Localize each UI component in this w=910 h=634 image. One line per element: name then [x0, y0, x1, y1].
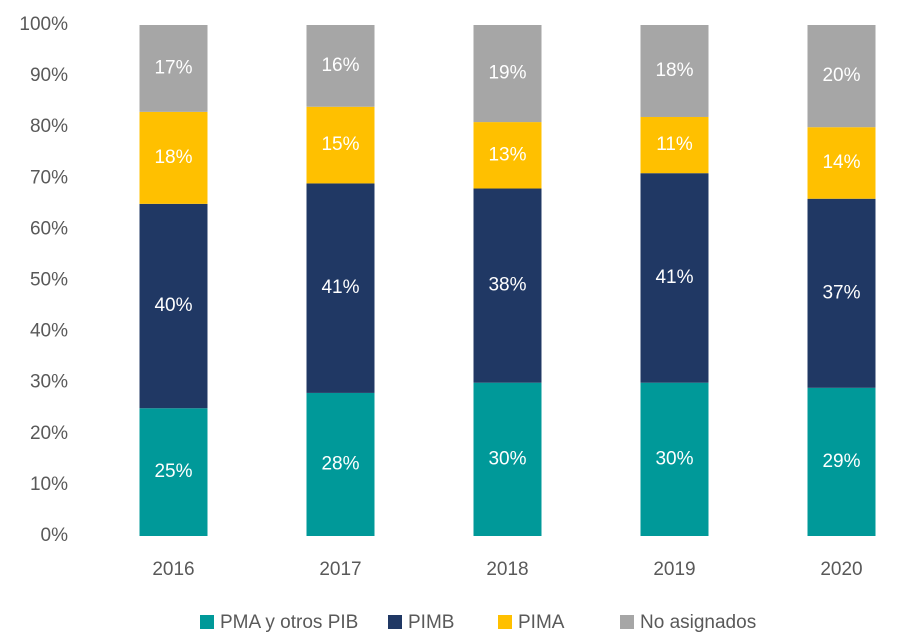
data-label: 38% — [488, 275, 526, 296]
data-label: 29% — [822, 451, 860, 472]
y-tick-label: 50% — [30, 270, 68, 291]
bar-segment — [139, 111, 208, 204]
data-label: 15% — [321, 134, 359, 155]
bar-segment — [473, 25, 542, 123]
bar-segment — [640, 116, 709, 174]
data-label: 16% — [321, 55, 359, 76]
data-label: 11% — [656, 134, 693, 155]
data-label: 30% — [655, 448, 693, 469]
y-tick-label: 70% — [30, 167, 68, 188]
data-label: 25% — [154, 461, 192, 482]
legend-swatch — [388, 615, 402, 629]
legend-label: PMA y otros PIB — [220, 612, 358, 633]
y-tick-label: 60% — [30, 218, 68, 239]
bar-segment — [306, 392, 375, 536]
data-label: 28% — [321, 453, 359, 474]
bar-segment — [139, 203, 208, 409]
x-tick-label: 2018 — [486, 559, 528, 580]
legend-swatch — [200, 615, 214, 629]
bar-segment — [473, 382, 542, 536]
legend-swatch — [498, 615, 512, 629]
y-tick-label: 10% — [30, 474, 68, 495]
data-label: 19% — [488, 63, 526, 84]
bar-segment — [807, 127, 876, 199]
y-tick-label: 40% — [30, 321, 68, 342]
data-label: 17% — [154, 57, 192, 78]
bar-segment — [139, 408, 208, 536]
bar-segment — [306, 106, 375, 184]
data-label: 37% — [822, 282, 860, 303]
y-tick-label: 80% — [30, 116, 68, 137]
data-label: 41% — [655, 267, 693, 288]
legend-label: No asignados — [640, 612, 756, 633]
x-tick-label: 2017 — [319, 559, 361, 580]
bar-segment — [807, 387, 876, 536]
x-tick-label: 2020 — [820, 559, 862, 580]
bar-segment — [640, 25, 709, 117]
bar-segment — [473, 188, 542, 383]
legend-label: PIMA — [518, 612, 565, 633]
data-label: 18% — [655, 60, 693, 81]
bar-segment — [139, 25, 208, 112]
bar-segment — [807, 25, 876, 128]
data-label: 14% — [822, 152, 860, 173]
y-tick-label: 90% — [30, 65, 68, 86]
data-label: 18% — [154, 147, 192, 168]
x-tick-label: 2019 — [653, 559, 695, 580]
bar-segment — [473, 122, 542, 189]
data-label: 41% — [321, 277, 359, 298]
bar-segment — [640, 173, 709, 383]
legend-label: PIMB — [408, 612, 454, 633]
legend-swatch — [620, 615, 634, 629]
y-tick-label: 20% — [30, 423, 68, 444]
data-label: 30% — [488, 448, 526, 469]
bar-segment — [306, 183, 375, 393]
data-label: 13% — [488, 144, 526, 165]
data-label: 20% — [822, 65, 860, 86]
y-tick-label: 100% — [19, 14, 68, 35]
bar-segment — [306, 25, 375, 107]
data-label: 40% — [154, 295, 192, 316]
bar-segment — [807, 198, 876, 388]
x-tick-label: 2016 — [152, 559, 194, 580]
y-tick-label: 30% — [30, 372, 68, 393]
y-tick-label: 0% — [41, 525, 69, 546]
bar-segment — [640, 382, 709, 536]
